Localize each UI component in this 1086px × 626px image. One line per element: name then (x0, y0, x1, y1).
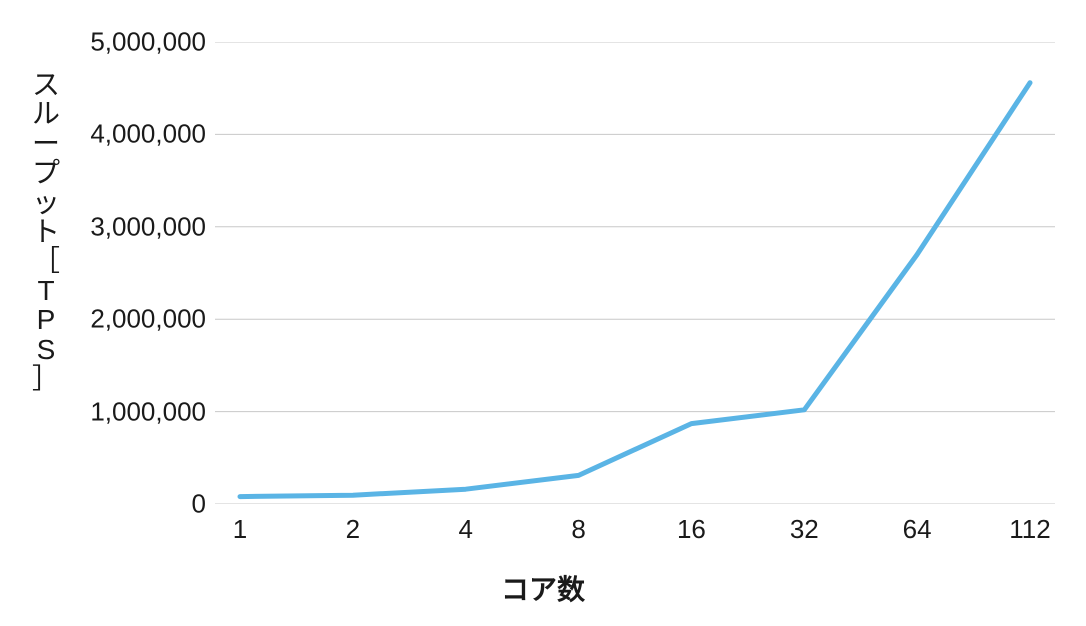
y-tick: 5,000,000 (66, 27, 206, 58)
plot-area (215, 42, 1055, 504)
y-tick: 2,000,000 (66, 304, 206, 335)
x-tick: 4 (458, 514, 472, 545)
y-tick: 3,000,000 (66, 211, 206, 242)
x-tick: 8 (571, 514, 585, 545)
x-tick: 16 (677, 514, 706, 545)
x-axis-label: コア数 (0, 568, 1086, 608)
y-tick: 4,000,000 (66, 119, 206, 150)
x-tick: 32 (790, 514, 819, 545)
y-tick: 1,000,000 (66, 396, 206, 427)
y-tick: 0 (66, 489, 206, 520)
x-tick: 112 (1009, 514, 1050, 545)
line-series-throughput (240, 83, 1030, 497)
throughput-chart: スループット［TPS］ コア数 0 1,000,000 2,000,000 3,000… (0, 0, 1086, 626)
x-tick: 1 (233, 514, 247, 545)
chart-svg (215, 42, 1055, 504)
x-tick: 64 (903, 514, 932, 545)
y-axis-label: スループット［TPS］ (30, 70, 62, 393)
gridlines (215, 42, 1055, 504)
x-tick: 2 (346, 514, 360, 545)
